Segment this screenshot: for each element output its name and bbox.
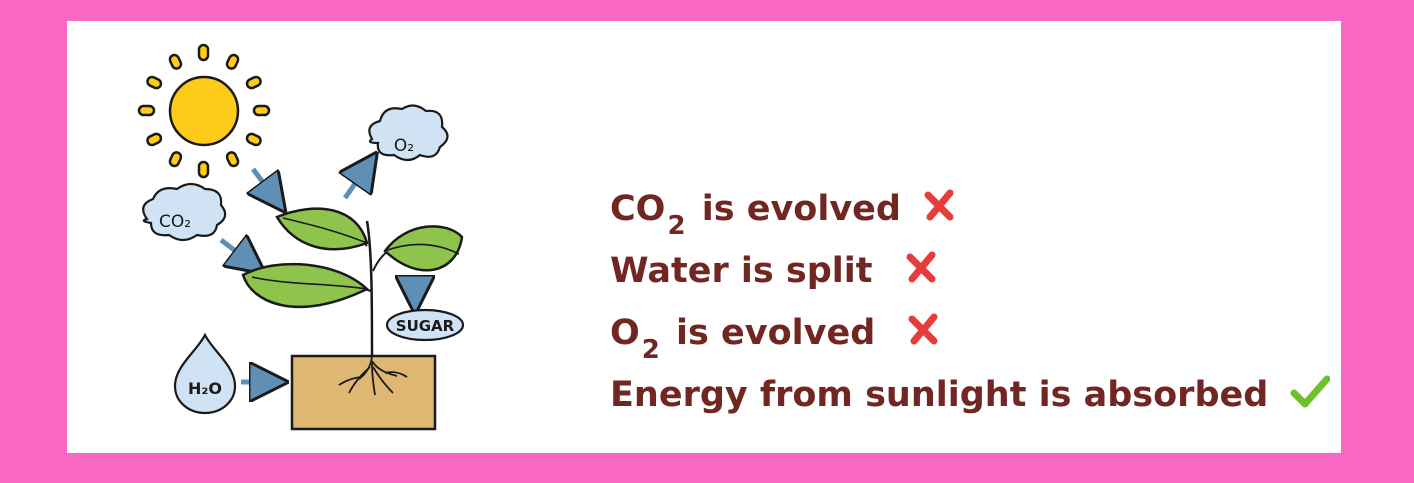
sugar-label: SUGAR <box>396 317 455 335</box>
statement-subscript: 2 <box>641 335 660 365</box>
o2-cloud-label: O₂ <box>394 136 414 156</box>
co2-arrow-icon <box>219 240 250 262</box>
water-drop-label: H₂O <box>188 379 222 398</box>
soil-box-icon <box>290 354 437 431</box>
roots-icon <box>338 355 408 396</box>
water-drop-icon: H₂O <box>173 332 237 415</box>
check-mark-icon <box>1290 375 1330 408</box>
sunlight-arrow-icon <box>253 167 274 197</box>
statement-text-tail: is evolved <box>689 189 901 229</box>
statement-text: O <box>610 313 640 353</box>
o2-cloud-icon: O₂ <box>368 104 449 162</box>
cross-mark-icon <box>924 189 954 221</box>
content-panel: O₂ CO₂ <box>67 21 1341 453</box>
statement-text: Water is split <box>610 251 873 291</box>
co2-cloud-label: CO₂ <box>159 212 191 232</box>
statement-item: O2 is evolved <box>610 311 1330 373</box>
cross-mark-icon <box>906 251 936 283</box>
statement-text: Energy from sunlight is absorbed <box>610 375 1269 415</box>
statement-subscript: 2 <box>667 211 686 241</box>
co2-cloud-icon: CO₂ <box>142 182 227 242</box>
sun-icon <box>137 43 271 179</box>
statement-text: CO <box>610 189 666 229</box>
o2-arrow-icon <box>345 168 366 200</box>
cross-mark-icon <box>908 313 938 345</box>
statement-item: Water is split <box>610 249 1330 311</box>
sugar-badge: SUGAR <box>385 308 465 342</box>
plant-icon <box>241 207 464 357</box>
statement-item: Energy from sunlight is absorbed <box>610 373 1330 435</box>
statement-list: CO2 is evolved Water is split O2 is evol… <box>610 187 1330 435</box>
statement-item: CO2 is evolved <box>610 187 1330 249</box>
statement-text-tail: is evolved <box>663 313 876 353</box>
photosynthesis-illustration: O₂ CO₂ <box>137 43 465 431</box>
